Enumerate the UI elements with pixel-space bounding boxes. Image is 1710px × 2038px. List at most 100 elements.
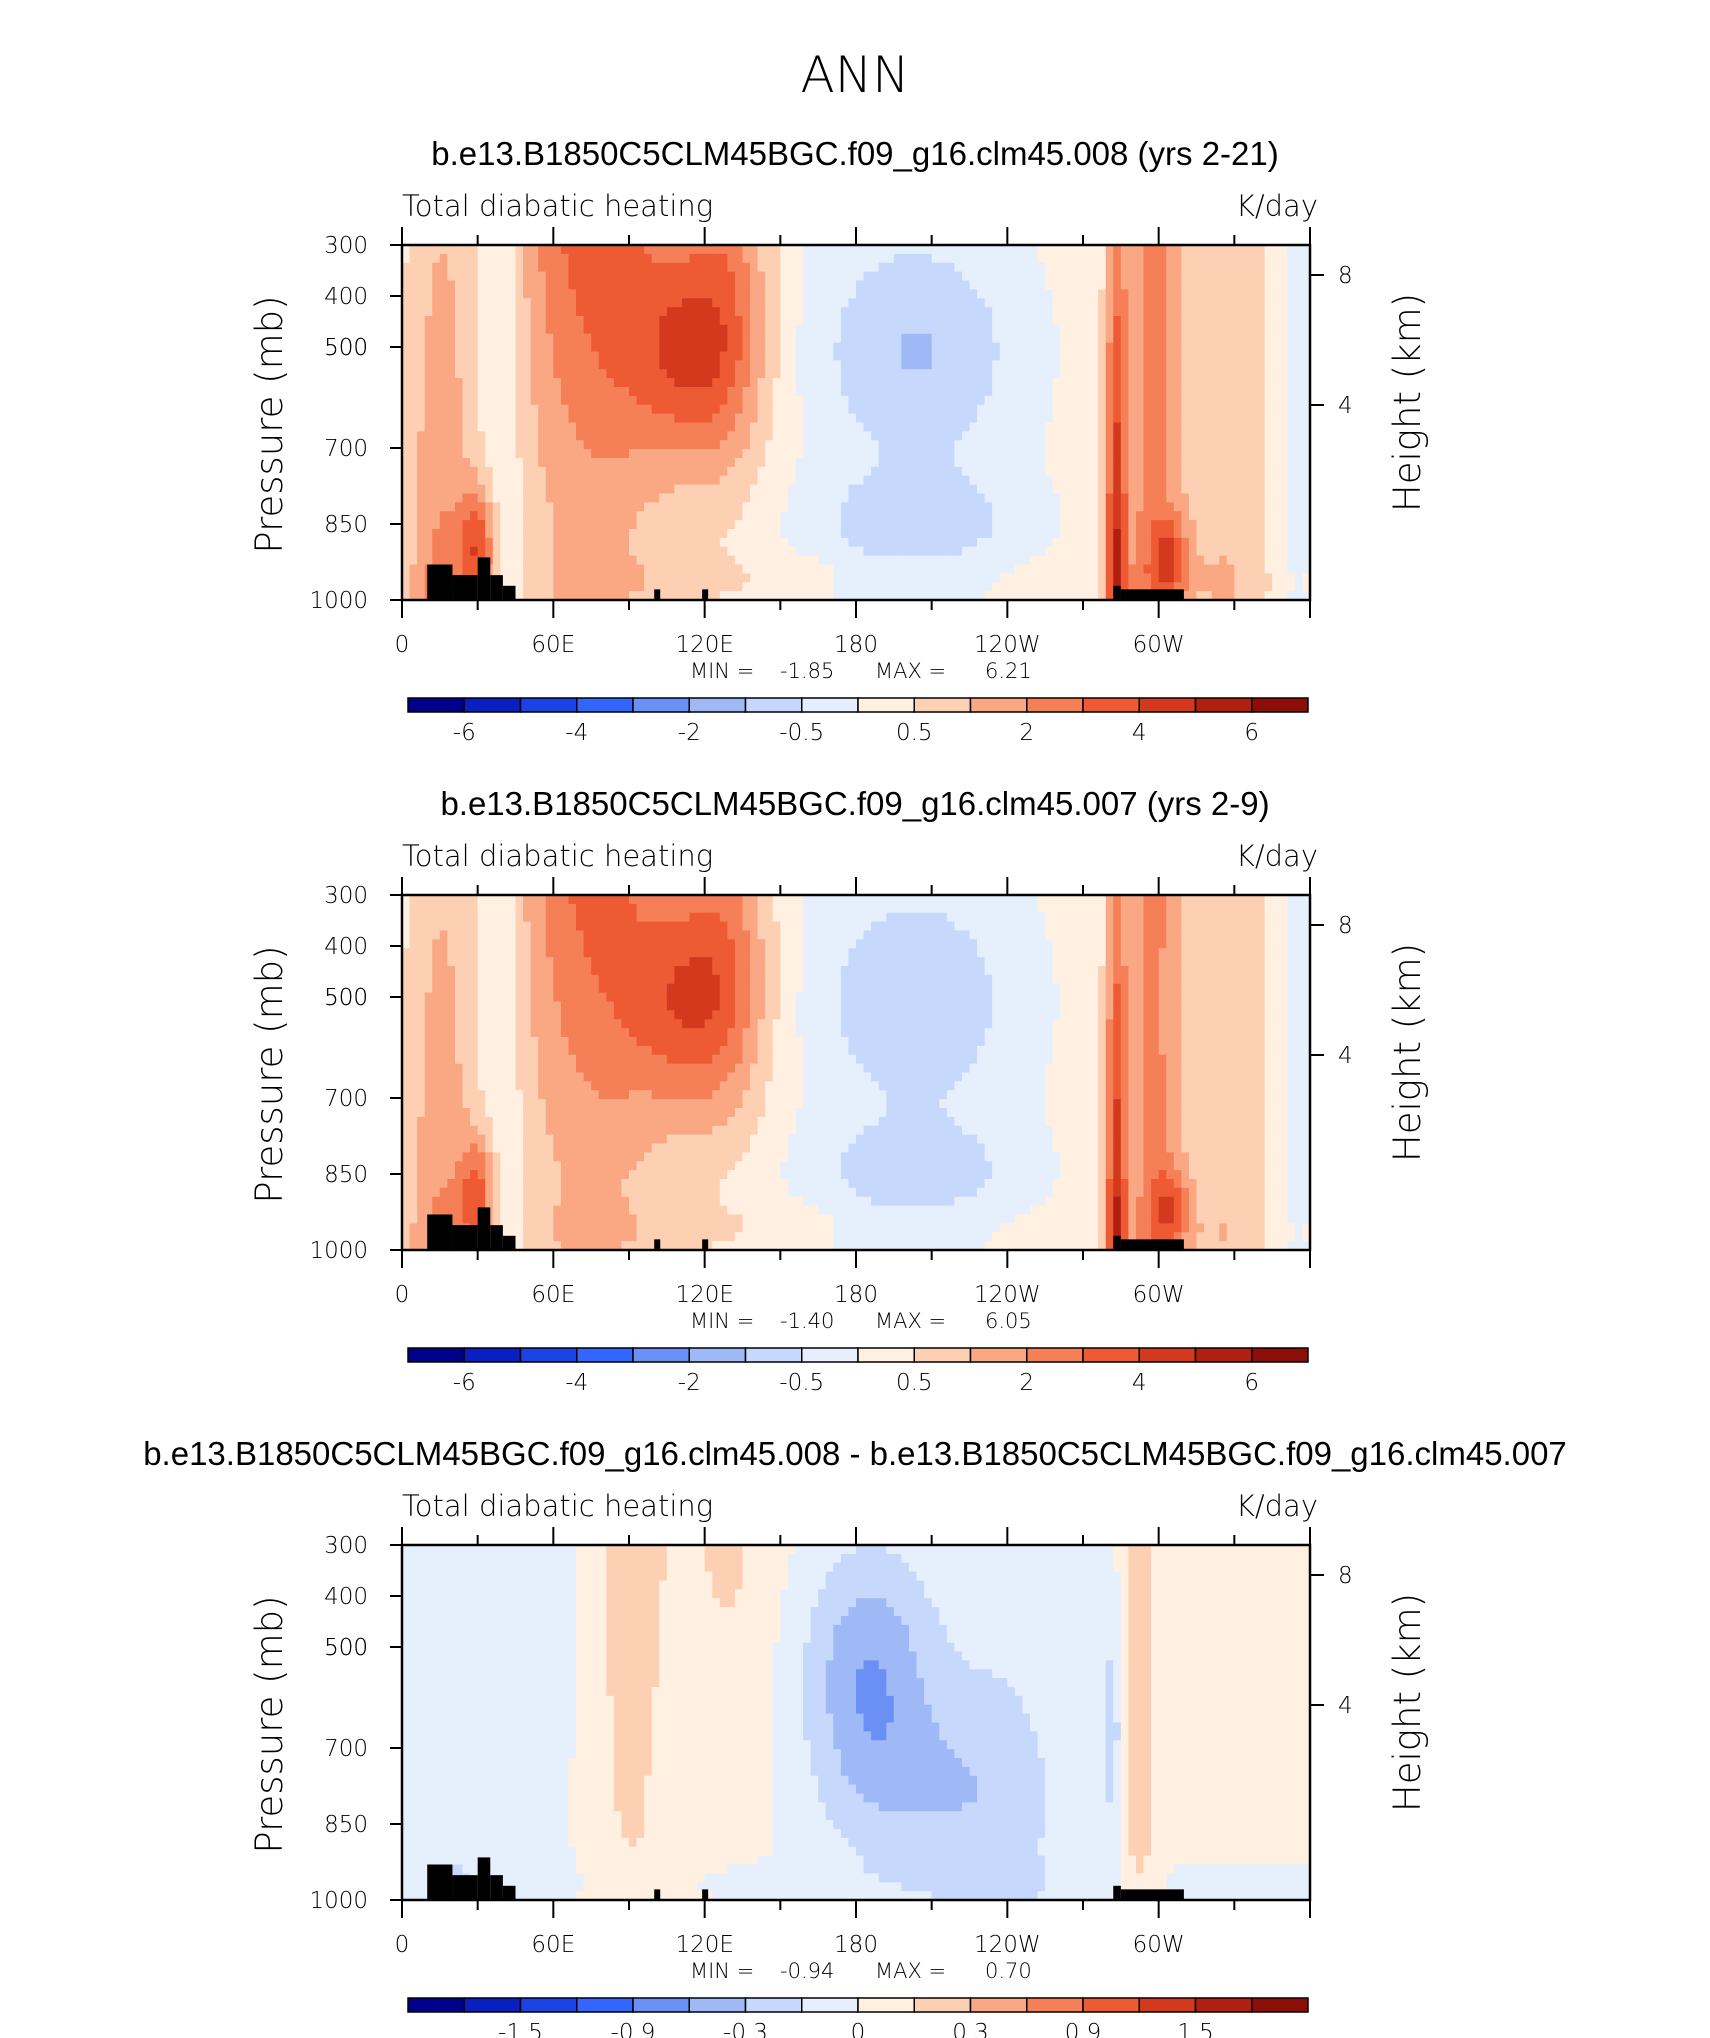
contour-cell <box>818 387 827 397</box>
contour-cell <box>742 546 751 557</box>
contour-cell <box>674 253 683 264</box>
contour-cell <box>629 520 638 530</box>
contour-cell <box>840 307 850 317</box>
contour-cell <box>507 895 517 905</box>
contour-cell <box>1241 387 1251 397</box>
contour-cell <box>417 253 426 264</box>
x-tick-label: 120W <box>974 632 1041 658</box>
contour-cell <box>795 316 804 326</box>
contour-cell <box>969 511 978 521</box>
contour-cell <box>704 555 713 566</box>
contour-cell <box>1075 529 1084 539</box>
contour-cell <box>560 333 570 344</box>
contour-cell <box>470 475 479 486</box>
contour-cell <box>992 280 1001 290</box>
contour-cell <box>1045 449 1054 459</box>
contour-cell <box>417 895 426 905</box>
contour-cell <box>939 537 948 548</box>
contour-cell <box>1234 466 1243 477</box>
contour-cell <box>1294 493 1304 503</box>
contour-cell <box>636 546 645 557</box>
contour-cell <box>644 316 653 326</box>
contour-cell <box>681 351 691 361</box>
contour-cell <box>969 573 978 583</box>
contour-cell <box>402 404 411 415</box>
contour-cell <box>1158 546 1167 557</box>
contour-cell <box>946 360 955 370</box>
contour-cell <box>576 458 585 468</box>
contour-cell <box>1234 502 1243 512</box>
contour-cell <box>1105 369 1114 379</box>
contour-cell <box>553 537 562 548</box>
contour-cell <box>1166 546 1175 557</box>
contour-cell <box>689 493 698 503</box>
contour-cell <box>848 262 857 273</box>
contour-cell <box>1045 324 1054 335</box>
contour-cell <box>1090 440 1099 450</box>
contour-cell <box>924 895 933 905</box>
contour-cell <box>1105 378 1114 388</box>
contour-cell <box>439 449 448 459</box>
contour-cell <box>916 360 925 370</box>
contour-cell <box>931 458 940 468</box>
contour-cell <box>424 280 433 290</box>
contour-cell <box>1037 298 1046 308</box>
contour-cell <box>636 280 645 290</box>
contour-cell <box>878 253 887 264</box>
contour-cell <box>613 458 623 468</box>
contour-cell <box>545 253 554 264</box>
contour-cell <box>417 431 426 441</box>
contour-cell <box>1158 520 1167 530</box>
contour-cell <box>1166 262 1175 273</box>
contour-cell <box>1067 245 1077 255</box>
contour-cell <box>666 262 675 273</box>
contour-cell <box>485 395 494 406</box>
contour-cell <box>719 573 728 583</box>
contour-cell <box>780 591 789 601</box>
contour-cell <box>576 333 585 344</box>
contour-cell <box>893 440 902 450</box>
contour-cell <box>485 387 494 397</box>
contour-cell <box>1120 895 1129 905</box>
contour-cell <box>591 431 600 441</box>
contour-cell <box>1105 449 1114 459</box>
contour-cell <box>1075 253 1084 264</box>
contour-cell <box>1037 582 1046 592</box>
contour-cell <box>1037 564 1046 574</box>
contour-cell <box>439 245 448 255</box>
contour-cell <box>977 422 986 432</box>
contour-cell <box>477 395 486 406</box>
contour-cell <box>545 475 554 486</box>
contour-cell <box>1014 440 1024 450</box>
contour-cell <box>712 316 721 326</box>
contour-cell <box>772 564 781 574</box>
contour-cell <box>924 431 933 441</box>
contour-cell <box>825 555 834 566</box>
contour-cell <box>961 511 971 521</box>
contour-cell <box>1234 404 1243 415</box>
contour-cell <box>666 324 675 335</box>
contour-cell <box>1105 520 1114 530</box>
contour-cell <box>417 271 426 282</box>
contour-cell <box>538 431 547 441</box>
contour-cell <box>568 475 577 486</box>
contour-cell <box>439 262 448 273</box>
contour-cell <box>795 582 804 592</box>
contour-cell <box>1067 573 1077 583</box>
contour-cell <box>1135 529 1145 539</box>
contour-cell <box>1060 520 1069 530</box>
contour-cell <box>969 502 978 512</box>
contour-cell <box>1173 351 1182 361</box>
contour-cell <box>697 520 706 530</box>
contour-cell <box>523 895 532 905</box>
contour-cell <box>810 458 819 468</box>
contour-cell <box>931 529 940 539</box>
contour-cell <box>606 502 615 512</box>
contour-cell <box>1007 895 1016 905</box>
contour-cell <box>651 511 660 521</box>
contour-cell <box>568 262 577 273</box>
contour-cell <box>598 440 607 450</box>
contour-cell <box>470 298 479 308</box>
contour-cell <box>545 440 554 450</box>
contour-cell <box>591 271 600 282</box>
